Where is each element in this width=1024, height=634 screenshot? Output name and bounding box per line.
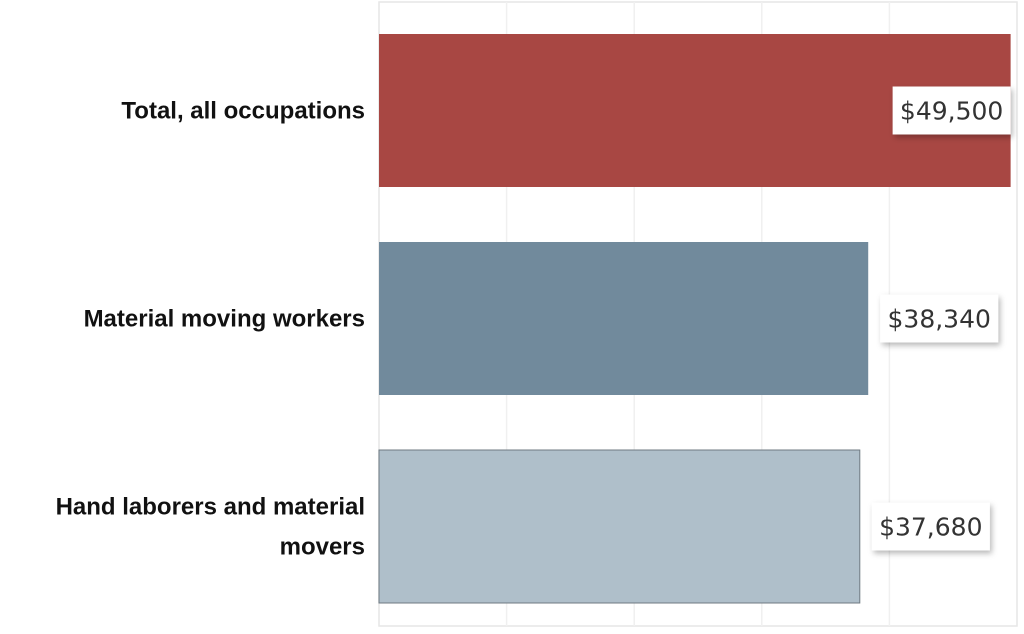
data-label-2: $38,340 xyxy=(880,294,999,343)
category-labels: Total, all occupations Material moving wo… xyxy=(56,98,365,561)
data-label-3: $37,680 xyxy=(871,502,990,551)
data-label-box xyxy=(880,294,999,343)
data-label-box xyxy=(871,502,990,551)
category-label-3: Hand laborers and material movers xyxy=(56,494,365,561)
value-labels: $49,500 $38,340 $37,680 xyxy=(871,86,1011,551)
bar-2 xyxy=(379,242,869,395)
bars xyxy=(378,34,1011,604)
data-label-text: $49,500 xyxy=(900,97,1003,126)
data-label-text: $37,680 xyxy=(879,513,982,542)
data-label-1: $49,500 xyxy=(892,86,1011,135)
data-label-text: $38,340 xyxy=(888,305,991,334)
category-label-2: Material moving workers xyxy=(84,306,365,333)
data-label-box xyxy=(892,86,1011,135)
bar-3 xyxy=(378,449,861,604)
category-label-1: Total, all occupations xyxy=(121,98,365,125)
